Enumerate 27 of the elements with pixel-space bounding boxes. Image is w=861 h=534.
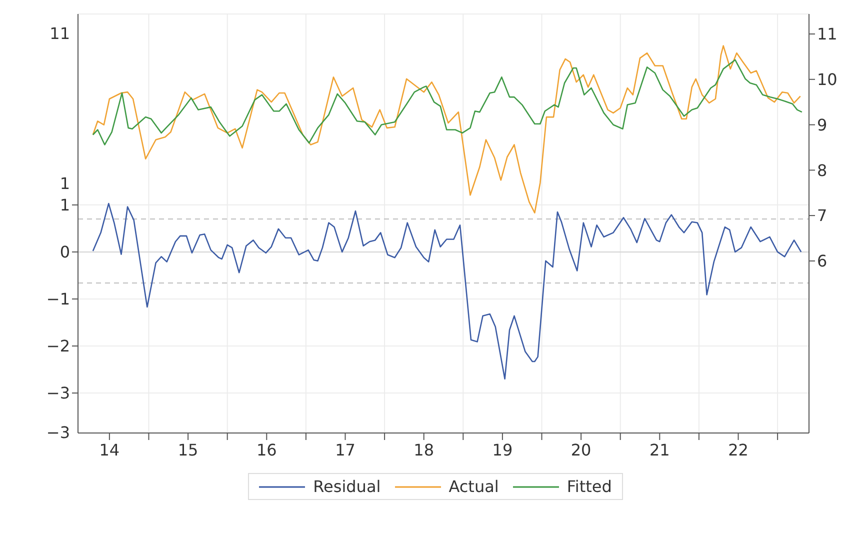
text: 11 bbox=[50, 24, 70, 43]
y2-tick-label: 8 bbox=[817, 160, 828, 180]
x-tick-label: 18 bbox=[414, 440, 434, 460]
y2-tick-label: 9 bbox=[817, 115, 828, 134]
legend-label: Actual bbox=[448, 477, 499, 496]
x-tick-label: 15 bbox=[178, 440, 198, 460]
x-tick-label: 14 bbox=[99, 440, 120, 460]
x-tick-label: 16 bbox=[256, 440, 277, 460]
y2-tick-label: 7 bbox=[817, 206, 828, 226]
line-series bbox=[92, 202, 802, 380]
y-tick-label: −1 bbox=[46, 290, 70, 309]
x-tick-label: 21 bbox=[649, 440, 670, 460]
legend-label: Residual bbox=[313, 477, 381, 496]
x-tick-label: 17 bbox=[335, 440, 356, 460]
line-series bbox=[92, 59, 803, 146]
x-tick-label: 20 bbox=[570, 440, 592, 460]
y-tick-label: 0 bbox=[60, 242, 70, 262]
y2-tick-label: 10 bbox=[817, 70, 838, 90]
y-tick-label: −2 bbox=[46, 336, 70, 356]
y2-tick-label: 6 bbox=[817, 252, 828, 271]
y-tick-label: 1 bbox=[60, 196, 70, 215]
legend-label: Fitted bbox=[566, 477, 612, 496]
line-series bbox=[92, 45, 802, 214]
y-tick-label: −3 bbox=[46, 384, 70, 403]
x-tick-label: 22 bbox=[728, 440, 748, 460]
x-tick-label: 19 bbox=[492, 440, 513, 460]
y2-tick-label: 11 bbox=[817, 24, 838, 44]
